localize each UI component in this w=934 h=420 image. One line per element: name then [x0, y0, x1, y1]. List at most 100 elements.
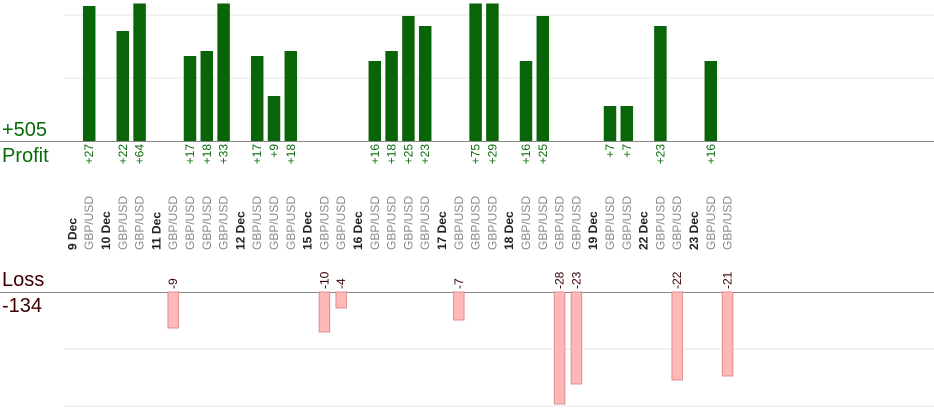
pair-label: GBP/USD [553, 196, 567, 250]
loss-label: Loss [2, 269, 45, 291]
date-label: 11 Dec [149, 212, 163, 250]
pair-label: GBP/USD [401, 196, 415, 250]
profit-bar [116, 31, 130, 141]
pair-label: GBP/USD [704, 196, 718, 250]
profit-value-label: +18 [200, 144, 214, 165]
pair-label: GBP/USD [452, 196, 466, 250]
profit-bar [603, 106, 617, 141]
pair-label: GBP/USD [183, 196, 197, 250]
pair-label: GBP/USD [653, 196, 667, 250]
profit-value-label: +9 [267, 144, 281, 158]
pair-label: GBP/USD [721, 196, 735, 250]
pair-label: GBP/USD [418, 196, 432, 250]
loss-value-label: -28 [553, 271, 567, 289]
date-label: 16 Dec [351, 211, 365, 250]
profit-value-label: +22 [116, 144, 130, 165]
loss-bar [453, 291, 465, 321]
loss-value-label: -22 [670, 271, 684, 289]
date-label: 10 Dec [99, 211, 113, 250]
pair-label: GBP/USD [368, 196, 382, 250]
pair-label: GBP/USD [133, 196, 147, 250]
pair-label: GBP/USD [385, 196, 399, 250]
pair-label: GBP/USD [620, 196, 634, 250]
loss-bar [167, 291, 179, 329]
loss-value-label: -9 [166, 278, 180, 289]
pair-label: GBP/USD [334, 196, 348, 250]
pair-label: GBP/USD [217, 196, 231, 250]
loss-value-label: -10 [317, 271, 331, 289]
pair-label: GBP/USD [536, 196, 550, 250]
loss-bar [721, 291, 734, 377]
profit-bar [536, 16, 550, 141]
profit-bar [133, 3, 146, 141]
date-label: 15 Dec [301, 211, 315, 250]
profit-value-label: +33 [217, 144, 231, 165]
loss-bar [553, 291, 566, 405]
pair-label: GBP/USD [603, 196, 617, 250]
profit-value-label: +25 [401, 144, 415, 165]
pair-label: GBP/USD [267, 196, 281, 250]
date-label: 9 Dec [65, 218, 79, 250]
loss-value-label: -21 [721, 271, 735, 289]
profit-bar [82, 6, 96, 141]
profit-bar [654, 26, 667, 141]
profit-value-label: +7 [603, 144, 617, 158]
loss-value-label: -23 [569, 271, 583, 289]
loss-value-label: -4 [334, 278, 348, 289]
profit-value-label: +17 [183, 144, 197, 165]
loss-bar [570, 291, 583, 385]
date-label: 23 Dec [687, 211, 701, 250]
profit-bar [284, 51, 298, 141]
profit-bar [267, 96, 281, 141]
profit-value-label: +75 [469, 144, 483, 165]
profit-value-label: +23 [653, 144, 667, 165]
date-label: 18 Dec [502, 211, 516, 250]
pair-label: GBP/USD [317, 196, 331, 250]
profit-value-label: +16 [519, 144, 533, 165]
pair-label: GBP/USD [485, 196, 499, 250]
pair-label: GBP/USD [519, 196, 533, 250]
pair-label: GBP/USD [166, 196, 180, 250]
pair-label: GBP/USD [284, 196, 298, 250]
loss-bar [318, 291, 331, 333]
date-label: 19 Dec [586, 211, 600, 250]
profit-value-label: +16 [704, 144, 718, 165]
profit-bar [704, 61, 718, 141]
profit-value-label: +25 [536, 144, 550, 165]
profit-value-label: +17 [250, 144, 264, 165]
pair-label: GBP/USD [670, 196, 684, 250]
pair-label: GBP/USD [569, 196, 583, 250]
profit-value-label: +27 [82, 144, 96, 165]
pair-label: GBP/USD [82, 196, 96, 250]
loss-total: -134 [2, 295, 43, 317]
profit-bar [183, 56, 197, 141]
pair-label: GBP/USD [469, 196, 483, 250]
profit-label: Profit [2, 145, 49, 167]
loss-value-label: -7 [452, 278, 466, 289]
profit-value-label: +18 [284, 144, 298, 165]
profit-value-label: +29 [485, 144, 499, 165]
profit-bar [486, 3, 499, 141]
profit-bar [620, 106, 634, 141]
profit-value-label: +18 [385, 144, 399, 165]
profit-bar [250, 56, 264, 141]
profit-bar [217, 3, 230, 141]
profit-bar [385, 51, 398, 141]
profit-value-label: +23 [418, 144, 432, 165]
loss-bar [335, 291, 347, 309]
pair-label: GBP/USD [116, 196, 130, 250]
profit-bar [519, 61, 533, 141]
profit-bar [402, 16, 415, 141]
profit-total: +505 [2, 119, 48, 141]
profit-value-label: +7 [620, 144, 634, 158]
pair-label: GBP/USD [250, 196, 264, 250]
profit-bar [368, 61, 382, 141]
profit-value-label: +16 [368, 144, 382, 165]
profit-bar [418, 26, 432, 141]
date-label: 22 Dec [637, 211, 651, 250]
profit-bar [200, 51, 214, 141]
date-label: 17 Dec [435, 211, 449, 250]
date-label: 12 Dec [233, 211, 247, 250]
profit-value-label: +64 [133, 144, 147, 165]
